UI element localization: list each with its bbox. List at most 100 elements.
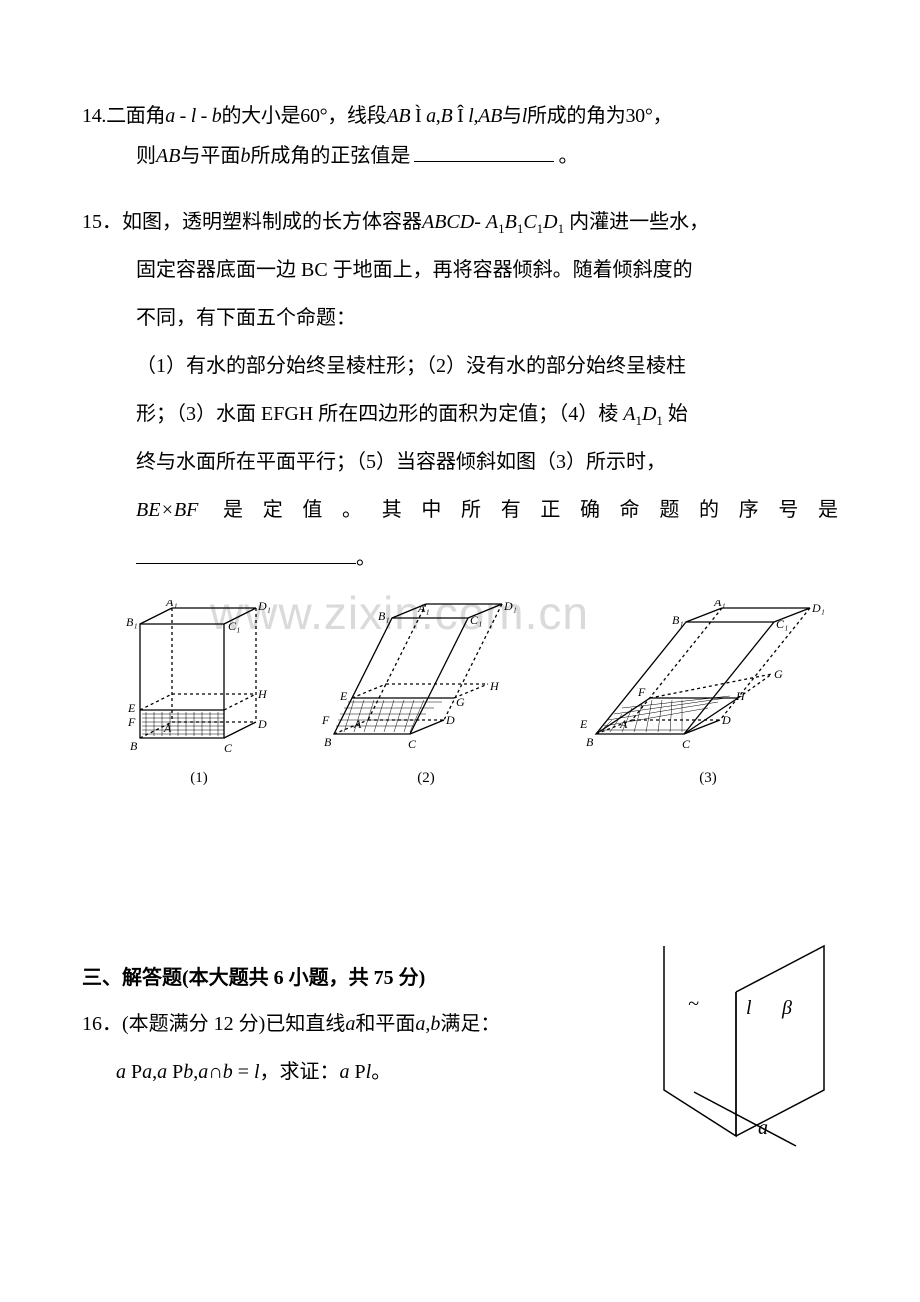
- q15-b5: 终与水面所在平面平行；（5）当容器倾斜如图（3）所示时，: [136, 438, 838, 486]
- fig1-C: C: [224, 741, 233, 755]
- q14-a1: a: [165, 105, 175, 127]
- q14-AB: AB: [386, 105, 410, 127]
- q15-b2: 不同，有下面五个命题：: [136, 294, 838, 342]
- q14-in: Î: [457, 105, 463, 127]
- q15-dash: -: [474, 211, 481, 233]
- figure-1-svg: A₁ D₁ B₁ C₁ E H F A D B C: [124, 600, 274, 768]
- q15-x: ×: [160, 499, 174, 521]
- q14-angle2: 30°: [625, 105, 652, 127]
- fig2-D: D: [445, 713, 455, 727]
- q15-BF: BF: [174, 499, 198, 521]
- fig3-D1: D₁: [811, 601, 825, 615]
- q16-a3: a: [157, 1061, 167, 1083]
- q15-prefix: 15．如图，透明塑料制成的长方体容器: [82, 211, 422, 233]
- q14-angle1: 60°: [300, 105, 327, 127]
- q15-s4: 1: [558, 221, 565, 236]
- fig3-A1: A₁: [713, 600, 726, 609]
- q16-alpha: a: [415, 1013, 425, 1035]
- fig1-F: F: [127, 715, 136, 729]
- fig2-G: G: [456, 695, 465, 709]
- q16-a2: a: [116, 1061, 126, 1083]
- fig3-F: F: [637, 685, 646, 699]
- q16-cap: ∩: [208, 1061, 222, 1083]
- fig2-F: F: [321, 713, 330, 727]
- q14-blank: [414, 144, 554, 162]
- fig2-B: B: [324, 735, 332, 749]
- q15-blank: [136, 546, 356, 564]
- fig1-caption: (1): [124, 770, 274, 787]
- figure-2-svg: A₁ D₁ B₁ C₁ E H A D G B C F: [314, 600, 538, 768]
- q15-b4D: D: [642, 403, 656, 425]
- figure-2: A₁ D₁ B₁ C₁ E H A D G B C F (2): [314, 600, 538, 787]
- q16-be2: b: [183, 1061, 193, 1083]
- q15-t1: 内灌进一些水，: [569, 211, 709, 233]
- fig3-H: H: [735, 689, 746, 703]
- q16-t1: 和平面: [355, 1013, 415, 1035]
- q16-al2: a: [142, 1061, 152, 1083]
- question-15: 15．如图，透明塑料制成的长方体容器ABCD- A1B1C1D1 内灌进一些水，…: [82, 198, 838, 582]
- plane-diagram-svg: ~ l β a: [658, 936, 838, 1156]
- q14-B: B: [441, 105, 453, 127]
- plane-a-label: a: [758, 1117, 768, 1139]
- question-14: 14.二面角a - l - b的大小是60°，线段AB Ì a,B Î l,AB…: [82, 100, 838, 180]
- fig2-C: C: [408, 737, 417, 751]
- q14-t4: 所成的角为: [527, 105, 626, 127]
- figure-3-svg: A₁ D₁ B₁ C₁ F G A D E B C H: [578, 600, 838, 768]
- fig1-D1: D₁: [257, 600, 271, 613]
- q15-b6: BE×BF 是定值。其中所有正确命题的序号是: [136, 486, 838, 534]
- plane-beta-label: β: [781, 997, 792, 1019]
- plane-diagram: ~ l β a: [658, 936, 838, 1156]
- q16-al3: a: [198, 1061, 208, 1083]
- q14-prefix: 14.二面角: [82, 105, 165, 127]
- q14-alpha: a: [426, 105, 436, 127]
- q14-beta: b: [240, 145, 250, 167]
- q15-B1: B: [505, 211, 517, 233]
- q15-b4s2: 1: [656, 413, 663, 428]
- q14-subset: Ì: [415, 105, 421, 127]
- fig2-D1: D₁: [503, 600, 517, 613]
- q15-ABCD: ABCD: [422, 211, 474, 233]
- q14-l2a: 则: [136, 145, 156, 167]
- q15-C1: C: [523, 211, 536, 233]
- plane-alpha-label: ~: [688, 993, 699, 1015]
- q15-b7: 。: [136, 534, 838, 582]
- q14-dash1: -: [180, 105, 186, 127]
- fig3-B: B: [586, 735, 594, 749]
- fig1-E: E: [127, 701, 136, 715]
- q14-line2: 则AB与平面b所成角的正弦值是。: [82, 132, 838, 180]
- fig1-C1: C₁: [228, 619, 240, 633]
- q16-t4: 。: [371, 1061, 391, 1083]
- q16-a: a: [345, 1013, 355, 1035]
- fig2-B1: B₁: [378, 609, 390, 623]
- fig2-H: H: [489, 679, 500, 693]
- figure-1: A₁ D₁ B₁ C₁ E H F A D B C (1): [124, 600, 274, 787]
- fig3-C1: C₁: [776, 617, 788, 631]
- q15-b3: （1）有水的部分始终呈棱柱形；（2）没有水的部分始终呈棱柱: [136, 342, 838, 390]
- q15-body: 固定容器底面一边 BC 于地面上，再将容器倾斜。随着倾斜度的 不同，有下面五个命…: [82, 246, 838, 582]
- q14-l2b: 与平面: [180, 145, 240, 167]
- q15-b4A: A: [623, 403, 635, 425]
- fig1-A1: A₁: [165, 600, 178, 609]
- q15-b4b: 始: [668, 403, 688, 425]
- fig2-C1: C₁: [470, 613, 482, 627]
- q14-t3: 与: [502, 105, 522, 127]
- fig3-E: E: [579, 717, 588, 731]
- q14-dash2: -: [201, 105, 207, 127]
- q16-p3: P: [355, 1061, 366, 1083]
- fig2-A: A: [353, 717, 362, 731]
- q16-t2: 满足：: [440, 1013, 500, 1035]
- q16-p2: P: [172, 1061, 183, 1083]
- fig3-G: G: [774, 667, 783, 681]
- fig1-A: A: [163, 721, 172, 735]
- q14-b1: b: [212, 105, 222, 127]
- q15-b4a: 形；（3）水面 EFGH 所在四边形的面积为定值；（4）棱: [136, 403, 618, 425]
- q15-b4: 形；（3）水面 EFGH 所在四边形的面积为定值；（4）棱 A1D1 始: [136, 390, 838, 438]
- q14-t2: ，线段: [327, 105, 386, 127]
- fig3-B1: B₁: [672, 613, 684, 627]
- fig3-A: A: [619, 717, 628, 731]
- q16-prefix: 16．(本题满分 12 分)已知直线: [82, 1013, 345, 1035]
- fig3-D: D: [721, 713, 731, 727]
- fig1-B: B: [130, 739, 138, 753]
- fig3-C: C: [682, 737, 691, 751]
- q15-b6a: 是定值。其中所有正确命题的序号是: [223, 499, 838, 521]
